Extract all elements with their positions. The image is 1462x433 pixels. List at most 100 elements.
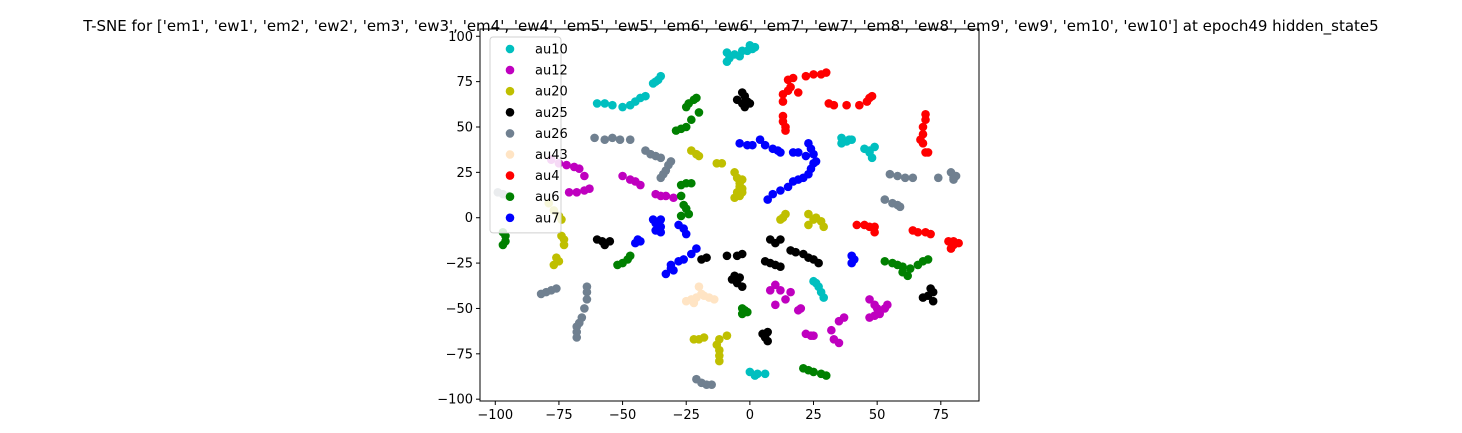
point-au26-33: [707, 380, 716, 389]
point-au20-14: [737, 188, 747, 197]
point-au6-33: [821, 371, 831, 380]
point-au12-41: [883, 300, 892, 310]
legend-marker-au12: [505, 65, 515, 75]
x-tick-label: 25: [805, 408, 822, 423]
point-au25-15: [737, 249, 747, 259]
point-au20-17: [776, 215, 785, 224]
series-au12: [546, 155, 892, 348]
point-au26-11: [656, 153, 666, 163]
point-au10-17: [618, 102, 627, 112]
y-tick-label: −100: [437, 393, 473, 408]
point-au7-24: [809, 158, 818, 168]
y-tick-label: 100: [448, 30, 473, 45]
legend-marker-au6: [505, 192, 515, 201]
y-tick-label: −25: [446, 257, 473, 272]
point-au7-44: [692, 244, 701, 253]
point-au7-39: [661, 269, 671, 279]
point-au10-36: [811, 278, 821, 288]
point-au26-16: [656, 173, 666, 183]
point-au25-24: [776, 262, 785, 272]
point-au4-23: [921, 115, 930, 125]
point-au20-22: [819, 222, 828, 232]
point-au12-17: [669, 193, 678, 203]
point-au20-38: [722, 331, 732, 340]
point-au20-33: [549, 260, 559, 270]
point-au26-7: [625, 135, 635, 144]
point-au4-5: [788, 73, 798, 83]
legend: au10 au12 au20 au25 au26 au43 au4 au6 au7: [489, 36, 568, 234]
point-au25-13: [722, 251, 732, 261]
point-au7-22: [809, 149, 818, 159]
point-au26-36: [900, 173, 910, 183]
y-tick-label: 75: [456, 75, 473, 90]
point-au4-18: [855, 100, 864, 110]
point-au6-40: [905, 264, 915, 273]
point-au4-6: [793, 88, 803, 97]
point-au26-29: [572, 333, 582, 342]
point-au25-33: [814, 258, 823, 268]
point-au6-12: [676, 191, 686, 201]
legend-marker-au20: [505, 86, 515, 96]
point-au6-6: [681, 122, 691, 132]
x-tick-label: 0: [746, 408, 754, 423]
point-au6-16: [684, 209, 694, 219]
point-au6-11: [687, 178, 696, 188]
point-au12-31: [834, 338, 844, 348]
point-au7-0: [735, 139, 744, 148]
point-au25-27: [776, 235, 785, 244]
legend-label-au20: au20: [535, 85, 568, 100]
point-au10-29: [870, 142, 879, 152]
point-au6-8: [694, 108, 704, 117]
point-au26-41: [895, 202, 905, 212]
point-au7-27: [636, 237, 645, 246]
legend-label-au12: au12: [535, 64, 568, 79]
series-au6: [498, 93, 933, 380]
point-au4-43: [949, 237, 958, 246]
point-au26-22: [582, 287, 592, 297]
point-au10-35: [819, 293, 828, 302]
point-au4-24: [918, 122, 928, 132]
point-au6-28: [743, 307, 752, 317]
legend-label-au43: au43: [535, 148, 568, 163]
x-tick-label: −50: [609, 408, 636, 423]
point-au6-7: [687, 115, 696, 125]
point-au10-15: [600, 99, 610, 108]
point-au20-4: [717, 158, 727, 168]
point-au25-29: [791, 247, 800, 257]
chart-title: T-SNE for ['em1', 'ew1', 'em2', 'ew2', '…: [82, 17, 1378, 36]
point-au25-41: [928, 296, 938, 306]
series-au10: [592, 41, 879, 380]
point-au12-23: [786, 287, 795, 297]
point-au20-18: [804, 209, 813, 219]
point-au7-33: [651, 226, 660, 235]
point-au4-3: [786, 82, 795, 92]
point-au6-24: [625, 251, 635, 261]
x-tick-label: 75: [933, 408, 950, 423]
point-au26-46: [949, 175, 958, 184]
point-au12-28: [809, 331, 818, 340]
legend-label-au7: au7: [535, 211, 559, 226]
point-au4-34: [870, 227, 879, 237]
point-au7-3: [755, 135, 765, 144]
point-au7-15: [788, 177, 798, 186]
point-au12-5: [580, 171, 589, 181]
point-au10-24: [837, 139, 846, 148]
plot-area: [493, 41, 963, 389]
point-au20-11: [730, 193, 739, 203]
legend-label-au6: au6: [535, 190, 559, 205]
point-au20-12: [737, 175, 747, 184]
point-au26-37: [908, 173, 918, 183]
point-au25-10: [600, 240, 610, 250]
point-au7-40: [666, 260, 676, 270]
x-tick-label: −100: [477, 408, 513, 423]
point-au10-39: [753, 369, 762, 379]
point-au12-13: [636, 180, 645, 190]
y-tick-label: 50: [456, 120, 473, 135]
legend-marker-au10: [505, 44, 515, 54]
point-au4-27: [918, 139, 928, 148]
point-au20-2: [694, 151, 704, 161]
point-au10-40: [760, 369, 770, 379]
point-au12-29: [827, 325, 836, 335]
point-au7-42: [679, 255, 688, 264]
point-au6-39: [903, 271, 913, 281]
